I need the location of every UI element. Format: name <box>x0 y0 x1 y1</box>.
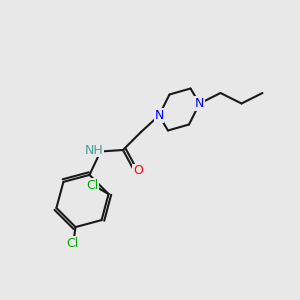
Text: O: O <box>133 164 143 178</box>
Text: N: N <box>195 97 204 110</box>
Text: Cl: Cl <box>86 178 98 191</box>
Text: N: N <box>154 109 164 122</box>
Text: NH: NH <box>85 143 103 157</box>
Text: Cl: Cl <box>66 237 79 250</box>
